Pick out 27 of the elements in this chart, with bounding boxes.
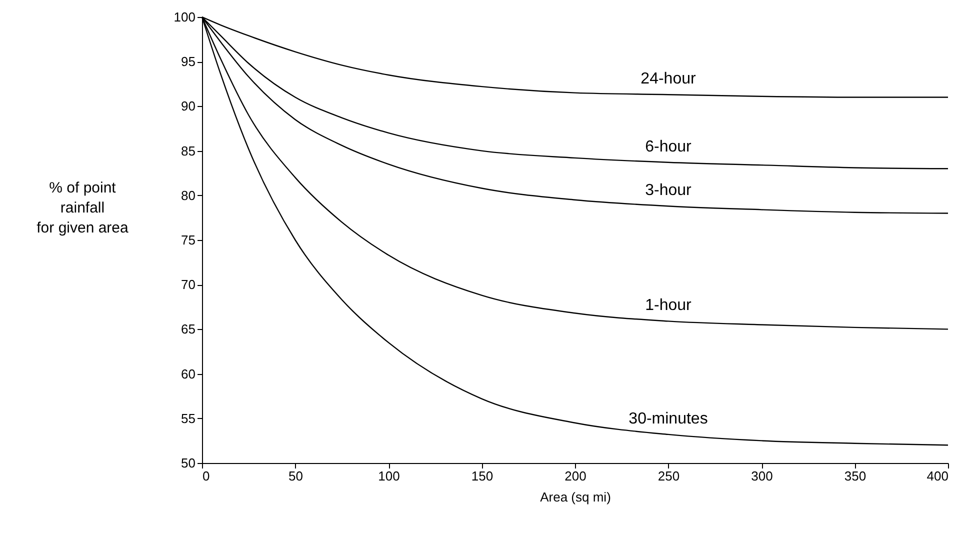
x-tick-label: 200 [564, 468, 586, 484]
x-tick-label: 350 [844, 468, 866, 484]
x-tick-label: 0 [202, 468, 210, 484]
x-tick-label: 250 [658, 468, 680, 484]
y-tick-label: 70 [181, 277, 196, 292]
x-tick-label: 400 [926, 468, 948, 484]
y-tick-label: 50 [181, 456, 196, 470]
y-tick-label: 85 [181, 143, 196, 158]
y-tick-label: 80 [181, 188, 196, 203]
series-label: 30-minutes [628, 410, 708, 428]
series-label: 24-hour [640, 70, 696, 88]
x-axis-title: Area (sq mi) [540, 490, 611, 504]
y-tick-label: 75 [181, 232, 196, 248]
y-tick-label: 90 [181, 98, 196, 114]
y-tick-label: 55 [181, 410, 196, 426]
series-label: 3-hour [645, 182, 692, 200]
x-tick-label: 50 [288, 468, 303, 484]
y-tick-label: 65 [181, 322, 196, 337]
y-tick-label: 100 [174, 10, 196, 24]
series-label: 1-hour [645, 297, 692, 314]
x-tick-label: 100 [378, 468, 400, 484]
y-axis-title: % of point rainfall for given area [36, 180, 130, 236]
y-tick-label: 60 [181, 366, 196, 382]
series-label: 6-hour [645, 138, 692, 156]
x-tick-label: 150 [471, 468, 494, 484]
x-tick-label: 300 [751, 468, 773, 484]
y-tick-label: 95 [181, 54, 196, 70]
